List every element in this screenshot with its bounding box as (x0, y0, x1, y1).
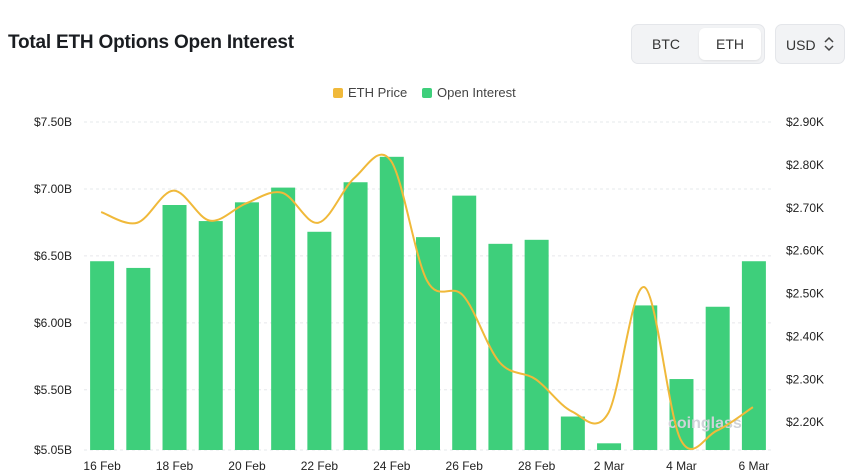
bar-open-interest (343, 182, 368, 450)
y-right-tick-label: $2.40K (786, 329, 824, 343)
eth-tab[interactable]: ETH (699, 28, 761, 60)
line-eth-price (100, 153, 754, 450)
bar-open-interest (90, 261, 115, 450)
legend-swatch-open-interest (422, 88, 432, 98)
bar-open-interest (488, 243, 513, 450)
y-right-tick-label: $2.60K (786, 244, 824, 258)
chevron-up-down-icon (824, 36, 834, 52)
x-tick-label: 4 Mar (666, 459, 697, 473)
chart-header: Total ETH Options Open Interest BTC ETH … (0, 0, 860, 80)
bar-open-interest (379, 156, 404, 450)
y-left-tick-label: $6.00B (34, 316, 72, 330)
legend-swatch-eth-price (333, 88, 343, 98)
legend-label-open-interest: Open Interest (437, 85, 516, 100)
x-tick-label: 16 Feb (83, 459, 121, 473)
chart-legend: ETH Price Open Interest (0, 84, 860, 102)
page-title: Total ETH Options Open Interest (8, 32, 294, 53)
y-right-tick-label: $2.90K (786, 115, 824, 129)
x-tick-label: 2 Mar (594, 459, 625, 473)
x-tick-label: 22 Feb (301, 459, 339, 473)
x-tick-label: 26 Feb (446, 459, 484, 473)
x-tick-label: 28 Feb (518, 459, 556, 473)
bar-open-interest (234, 202, 259, 450)
y-right-tick-label: $2.70K (786, 201, 824, 215)
bar-open-interest (198, 221, 223, 450)
y-right-tick-label: $2.80K (786, 158, 824, 172)
y-right-tick-label: $2.50K (786, 287, 824, 301)
bar-open-interest (452, 195, 477, 450)
currency-value: USD (786, 37, 816, 53)
currency-select[interactable]: USD (775, 24, 845, 64)
btc-tab[interactable]: BTC (635, 28, 697, 60)
y-left-tick-label: $7.50B (34, 115, 72, 129)
bar-open-interest (126, 267, 151, 450)
bar-open-interest (633, 305, 658, 450)
x-tick-label: 20 Feb (228, 459, 266, 473)
y-left-tick-label: $7.00B (34, 182, 72, 196)
bar-open-interest (597, 443, 622, 450)
legend-label-eth-price: ETH Price (348, 85, 408, 100)
x-tick-label: 18 Feb (156, 459, 194, 473)
bar-open-interest (524, 239, 549, 450)
coin-toggle: BTC ETH (631, 24, 765, 64)
bar-open-interest (560, 416, 585, 450)
x-tick-label: 24 Feb (373, 459, 411, 473)
bar-open-interest (307, 231, 332, 450)
y-left-tick-label: $6.50B (34, 249, 72, 263)
bar-open-interest (416, 237, 440, 450)
y-right-tick-label: $2.20K (786, 415, 824, 429)
x-tick-label: 6 Mar (739, 459, 770, 473)
bar-open-interest (741, 261, 766, 450)
y-left-tick-label: $5.05B (34, 443, 72, 457)
bar-open-interest (271, 187, 296, 450)
bar-open-interest (162, 205, 187, 450)
y-right-tick-label: $2.30K (786, 372, 824, 386)
y-left-tick-label: $5.50B (34, 383, 72, 397)
